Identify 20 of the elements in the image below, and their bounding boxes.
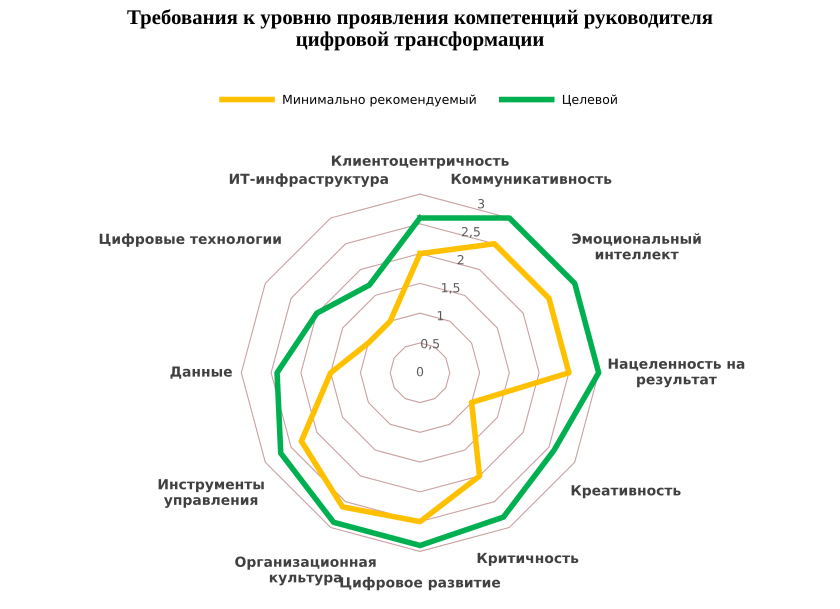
spoke-label: Нацеленность на результат [608,358,744,388]
spoke-label: Цифровые технологии [100,233,281,247]
legend-label: Целевой [562,94,617,106]
spoke-label: Клиентоцентричность [332,156,509,169]
spoke-label: Данные [170,366,232,379]
spoke-label: Инструменты управления [158,479,264,508]
y-tick-label: 1 [438,311,444,320]
spoke-label: Эмоциональный интеллект [572,233,701,260]
chart-title: Требования к уровню проявления компетенций руководителя цифровой трансформации [127,9,712,50]
spoke-label: Цифровое развитие [340,576,500,590]
spoke-label: Коммуникативность [452,174,612,187]
legend-label: Минимально рекомендуемый [283,94,476,107]
y-tick-label: 0 [416,366,424,376]
y-tick-label: 3 [478,199,484,208]
y-tick-label: 1,5 [442,283,460,294]
y-tick-label: 2 [458,254,464,264]
y-tick-label: 2,5 [462,227,480,238]
spoke-label: ИТ-инфраструктура [230,173,388,187]
spoke-label: Критичность [478,552,578,566]
spoke-label: Креативность [572,485,681,498]
